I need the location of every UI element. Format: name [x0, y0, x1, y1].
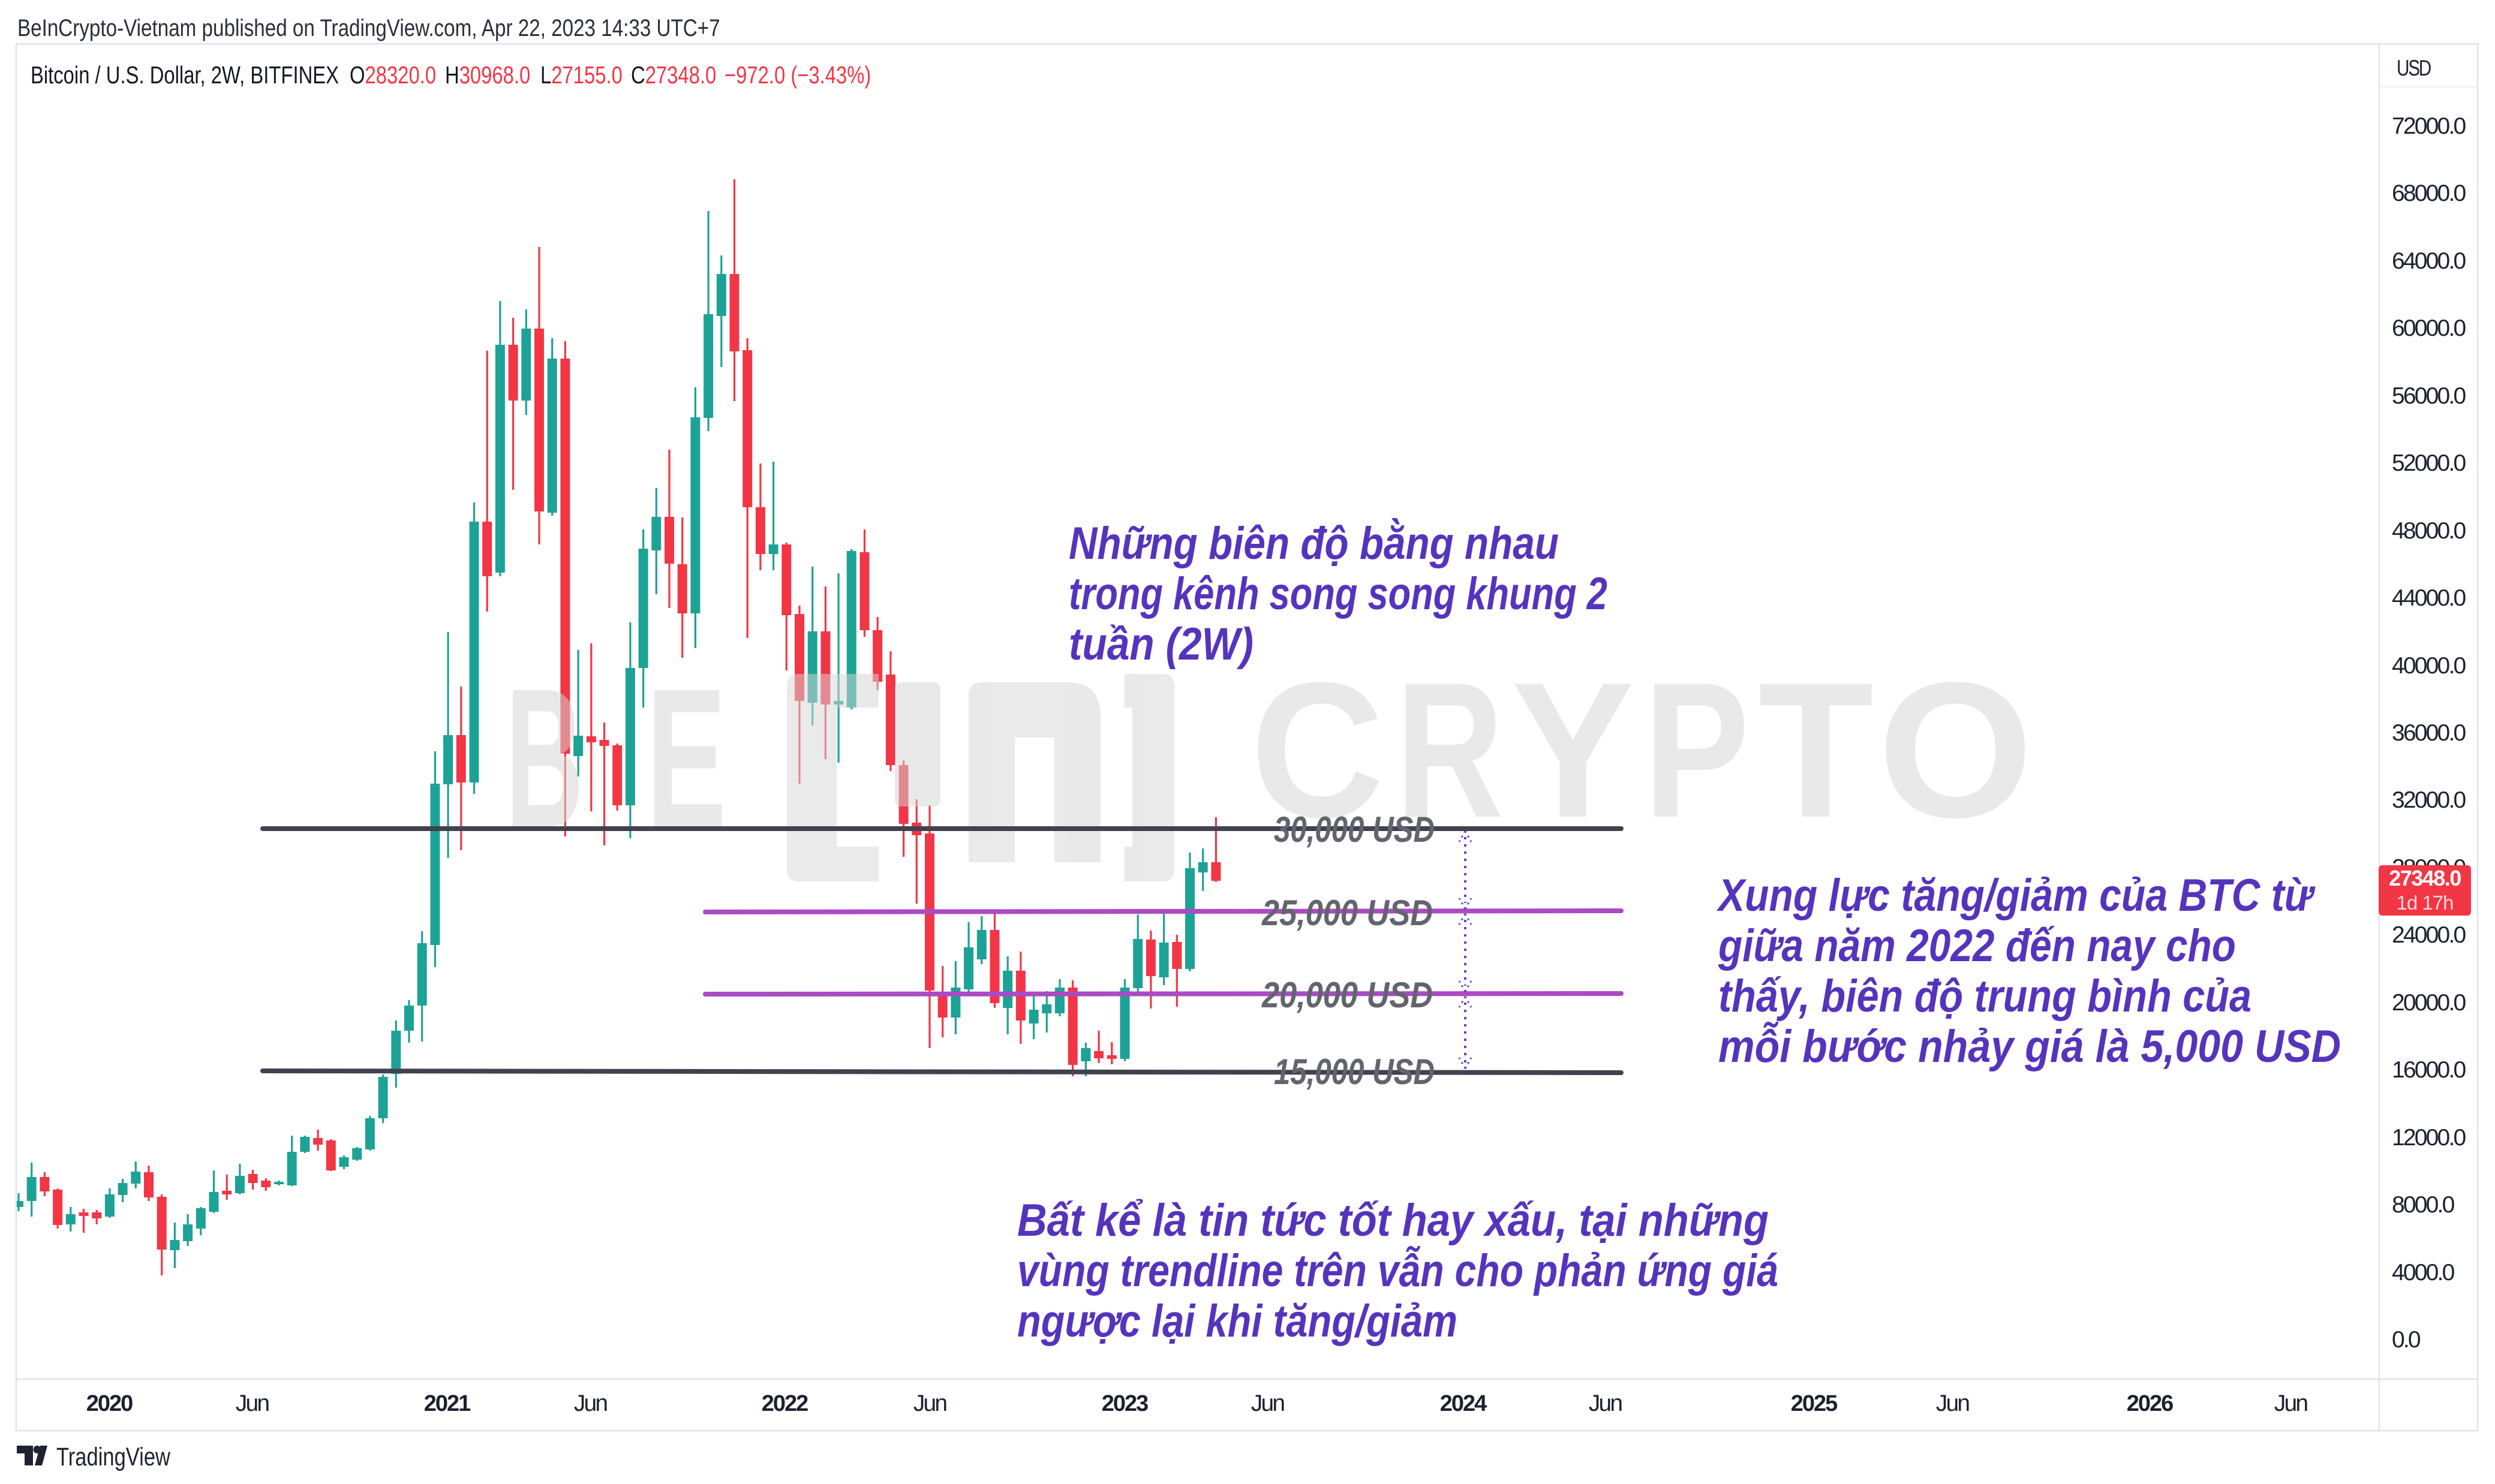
- svg-text:mỗi bước nhảy giá là 5,000 USD: mỗi bước nhảy giá là 5,000 USD: [1718, 1021, 2341, 1072]
- svg-text:4000.0: 4000.0: [2392, 1260, 2455, 1286]
- svg-text:30,000 USD: 30,000 USD: [1274, 809, 1435, 850]
- svg-text:1d 17h: 1d 17h: [2397, 892, 2454, 914]
- svg-text:Jun: Jun: [236, 1390, 269, 1416]
- svg-text:trong kênh song song khung 2: trong kênh song song khung 2: [1069, 568, 1607, 619]
- svg-text:40000.0: 40000.0: [2392, 653, 2466, 679]
- svg-text:O: O: [1878, 643, 2033, 858]
- svg-text:Jun: Jun: [1251, 1390, 1285, 1416]
- svg-text:52000.0: 52000.0: [2392, 450, 2466, 476]
- svg-text:68000.0: 68000.0: [2392, 180, 2466, 206]
- svg-text:Những biên độ bằng nhau: Những biên độ bằng nhau: [1069, 518, 1559, 569]
- svg-text:B: B: [506, 647, 584, 868]
- svg-text:2020: 2020: [86, 1391, 133, 1416]
- svg-text:P: P: [1644, 643, 1749, 858]
- svg-text:Jun: Jun: [2274, 1390, 2308, 1416]
- svg-text:8000.0: 8000.0: [2392, 1192, 2455, 1218]
- svg-text:Xung lực tăng/giảm của BTC từ: Xung lực tăng/giảm của BTC từ: [1717, 870, 2316, 921]
- svg-text:15,000 USD: 15,000 USD: [1274, 1052, 1435, 1092]
- svg-text:44000.0: 44000.0: [2392, 585, 2466, 611]
- svg-text:2025: 2025: [1791, 1391, 1838, 1416]
- svg-text:27348.0: 27348.0: [2389, 866, 2461, 890]
- svg-text:USD: USD: [2397, 56, 2431, 80]
- svg-text:vùng trendline trên vẫn cho ph: vùng trendline trên vẫn cho phản ứng giá: [1017, 1245, 1778, 1296]
- svg-text:2024: 2024: [1440, 1391, 1487, 1416]
- svg-text:Jun: Jun: [1589, 1390, 1622, 1416]
- svg-text:Bất kể là tin tức tốt hay xấu,: Bất kể là tin tức tốt hay xấu, tại những: [1017, 1195, 1769, 1246]
- svg-text:2022: 2022: [762, 1391, 808, 1416]
- svg-text:12000.0: 12000.0: [2392, 1125, 2466, 1151]
- svg-text:thấy, biên độ trung bình của: thấy, biên độ trung bình của: [1718, 971, 2251, 1022]
- svg-text:60000.0: 60000.0: [2392, 315, 2466, 341]
- svg-text:16000.0: 16000.0: [2392, 1057, 2466, 1083]
- svg-text:0.0: 0.0: [2392, 1327, 2421, 1353]
- svg-text:20,000 USD: 20,000 USD: [1261, 975, 1433, 1015]
- svg-text:56000.0: 56000.0: [2392, 383, 2466, 409]
- svg-text:2021: 2021: [424, 1391, 471, 1416]
- svg-text:Jun: Jun: [913, 1390, 947, 1416]
- svg-text:Jun: Jun: [574, 1390, 608, 1416]
- svg-text:Jun: Jun: [1936, 1390, 1970, 1416]
- svg-text:32000.0: 32000.0: [2392, 787, 2466, 813]
- svg-text:64000.0: 64000.0: [2392, 248, 2466, 274]
- svg-text:25,000 USD: 25,000 USD: [1261, 893, 1433, 933]
- svg-text:tuần (2W): tuần (2W): [1069, 619, 1253, 670]
- svg-text:72000.0: 72000.0: [2392, 113, 2466, 139]
- svg-text:giữa năm 2022 đến nay cho: giữa năm 2022 đến nay cho: [1718, 920, 2236, 971]
- svg-text:48000.0: 48000.0: [2392, 518, 2466, 544]
- svg-text:R: R: [1396, 643, 1504, 858]
- svg-text:24000.0: 24000.0: [2392, 922, 2466, 948]
- svg-text:TradingView: TradingView: [56, 1443, 171, 1471]
- svg-text:2026: 2026: [2127, 1391, 2173, 1416]
- svg-text:C: C: [1250, 643, 1384, 858]
- svg-text:T: T: [1758, 643, 1874, 858]
- svg-text:36000.0: 36000.0: [2392, 720, 2466, 746]
- svg-text:2023: 2023: [1102, 1391, 1148, 1416]
- svg-text:ngược lại khi tăng/giảm: ngược lại khi tăng/giảm: [1017, 1296, 1457, 1347]
- svg-text:E: E: [647, 647, 726, 868]
- svg-text:20000.0: 20000.0: [2392, 990, 2466, 1016]
- svg-text:Y: Y: [1511, 643, 1634, 858]
